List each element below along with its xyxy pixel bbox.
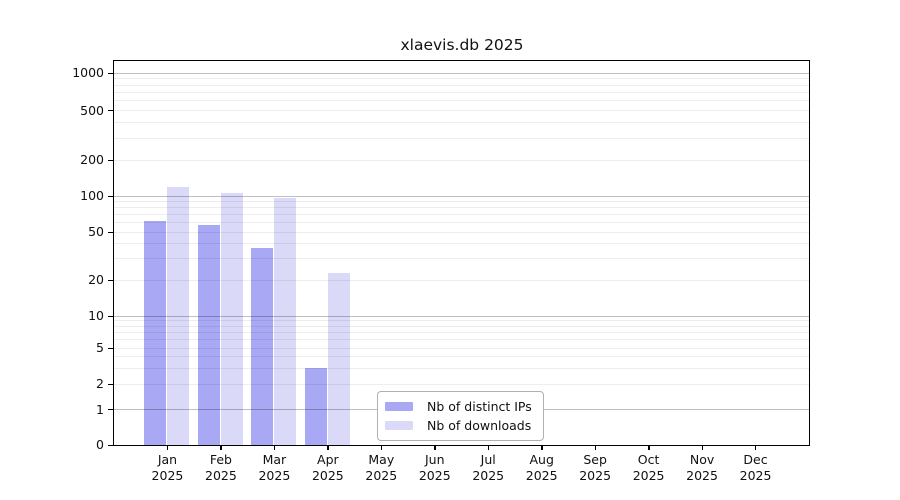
gridline-minor <box>114 122 809 124</box>
y-tick-label: 5 <box>96 340 104 355</box>
x-tick-label-dec: Dec 2025 <box>739 452 772 483</box>
x-tick-mark <box>701 445 703 450</box>
y-tick-label: 1000 <box>72 65 104 80</box>
legend-swatch-distinct-ips-icon <box>385 401 413 412</box>
x-tick-mark <box>755 445 757 450</box>
y-tick-label: 2 <box>96 376 104 391</box>
gridline-minor <box>114 279 809 281</box>
x-tick-label-may: May 2025 <box>365 452 398 483</box>
bar-distinct-ips-jan <box>144 220 167 445</box>
gridline-major <box>114 315 809 317</box>
x-tick-mark <box>327 445 329 450</box>
gridline-minor <box>114 159 809 161</box>
gridline-minor <box>114 325 809 327</box>
y-tick-mark <box>108 409 113 411</box>
x-tick-mark <box>166 445 169 450</box>
gridline-minor <box>114 383 809 385</box>
y-tick-mark <box>108 383 113 385</box>
y-tick-label: 0 <box>96 437 104 452</box>
y-tick-mark <box>108 110 113 112</box>
gridline-minor <box>114 331 809 333</box>
y-tick-mark <box>108 279 113 281</box>
bar-distinct-ips-apr <box>304 368 327 445</box>
gridline-minor <box>114 320 809 322</box>
gridline-minor <box>114 367 809 369</box>
x-tick-mark <box>594 445 597 450</box>
bar-downloads-mar <box>274 198 297 445</box>
gridline-minor <box>114 110 809 111</box>
plot-area <box>108 60 810 450</box>
bar-downloads-apr <box>327 272 350 445</box>
x-tick-mark <box>380 445 383 450</box>
y-tick-mark <box>108 195 113 197</box>
x-tick-mark <box>434 445 436 450</box>
x-tick-label-apr: Apr 2025 <box>311 452 344 483</box>
x-tick-mark <box>220 445 222 450</box>
y-tick-mark <box>108 444 113 446</box>
y-tick-label: 100 <box>80 188 104 203</box>
x-tick-mark <box>487 445 490 450</box>
x-tick-label-jun: Jun 2025 <box>418 452 451 483</box>
y-tick-mark <box>108 159 113 161</box>
legend-entry-downloads: Nb of downloads <box>385 416 535 435</box>
x-tick-mark <box>541 445 543 450</box>
x-tick-label-feb: Feb 2025 <box>205 452 237 483</box>
gridline-minor <box>114 222 809 224</box>
y-tick-mark <box>108 72 113 74</box>
gridline-minor <box>114 137 809 139</box>
legend-label-downloads: Nb of downloads <box>427 417 532 433</box>
chart-title: xlaevis.db 2025 <box>400 36 524 54</box>
bar-downloads-feb <box>220 192 243 445</box>
y-tick-label: 500 <box>80 102 104 118</box>
y-tick-label: 20 <box>88 272 104 287</box>
legend: Nb of distinct IPs Nb of downloads <box>377 391 544 441</box>
gridline-minor <box>114 78 809 80</box>
gridline-minor <box>114 91 809 93</box>
x-tick-label-oct: Oct 2025 <box>632 452 665 483</box>
x-tick-label-jan: Jan 2025 <box>151 452 184 483</box>
legend-swatch-downloads-icon <box>385 420 413 431</box>
legend-label-distinct-ips: Nb of distinct IPs <box>427 398 532 414</box>
x-tick-mark <box>273 445 276 450</box>
bar-distinct-ips-mar <box>251 247 274 445</box>
y-tick-mark <box>108 231 113 233</box>
gridline-minor <box>114 84 809 86</box>
gridline-minor <box>114 356 809 358</box>
x-tick-mark <box>648 445 650 450</box>
gridline-minor <box>114 339 809 341</box>
x-tick-label-sep: Sep 2025 <box>579 452 612 483</box>
y-tick-mark <box>108 315 113 317</box>
gridline-minor <box>114 347 809 349</box>
gridline-minor <box>114 200 809 202</box>
x-tick-label-nov: Nov 2025 <box>686 452 718 483</box>
y-tick-label: 50 <box>88 224 104 239</box>
gridline-minor <box>114 100 809 102</box>
gridline-minor <box>114 207 809 209</box>
gridline-minor <box>114 214 809 216</box>
y-tick-mark <box>108 347 113 349</box>
gridline-minor <box>114 231 809 233</box>
x-tick-label-mar: Mar 2025 <box>258 452 291 483</box>
y-tick-label: 200 <box>80 152 104 167</box>
y-tick-label: 10 <box>88 308 104 323</box>
gridline-major <box>114 195 809 197</box>
legend-entry-distinct-ips: Nb of distinct IPs <box>385 397 535 416</box>
bar-downloads-jan <box>167 186 190 445</box>
gridline-minor <box>114 258 809 260</box>
bar-distinct-ips-feb <box>197 225 220 445</box>
gridline-major <box>114 72 809 74</box>
x-tick-label-aug: Aug 2025 <box>525 452 558 483</box>
y-tick-label: 1 <box>96 401 104 417</box>
gridline-minor <box>114 243 809 245</box>
x-tick-label-jul: Jul 2025 <box>472 452 505 483</box>
